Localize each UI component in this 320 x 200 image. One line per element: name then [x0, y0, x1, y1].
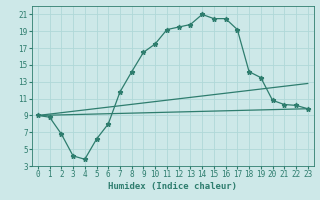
X-axis label: Humidex (Indice chaleur): Humidex (Indice chaleur) — [108, 182, 237, 191]
